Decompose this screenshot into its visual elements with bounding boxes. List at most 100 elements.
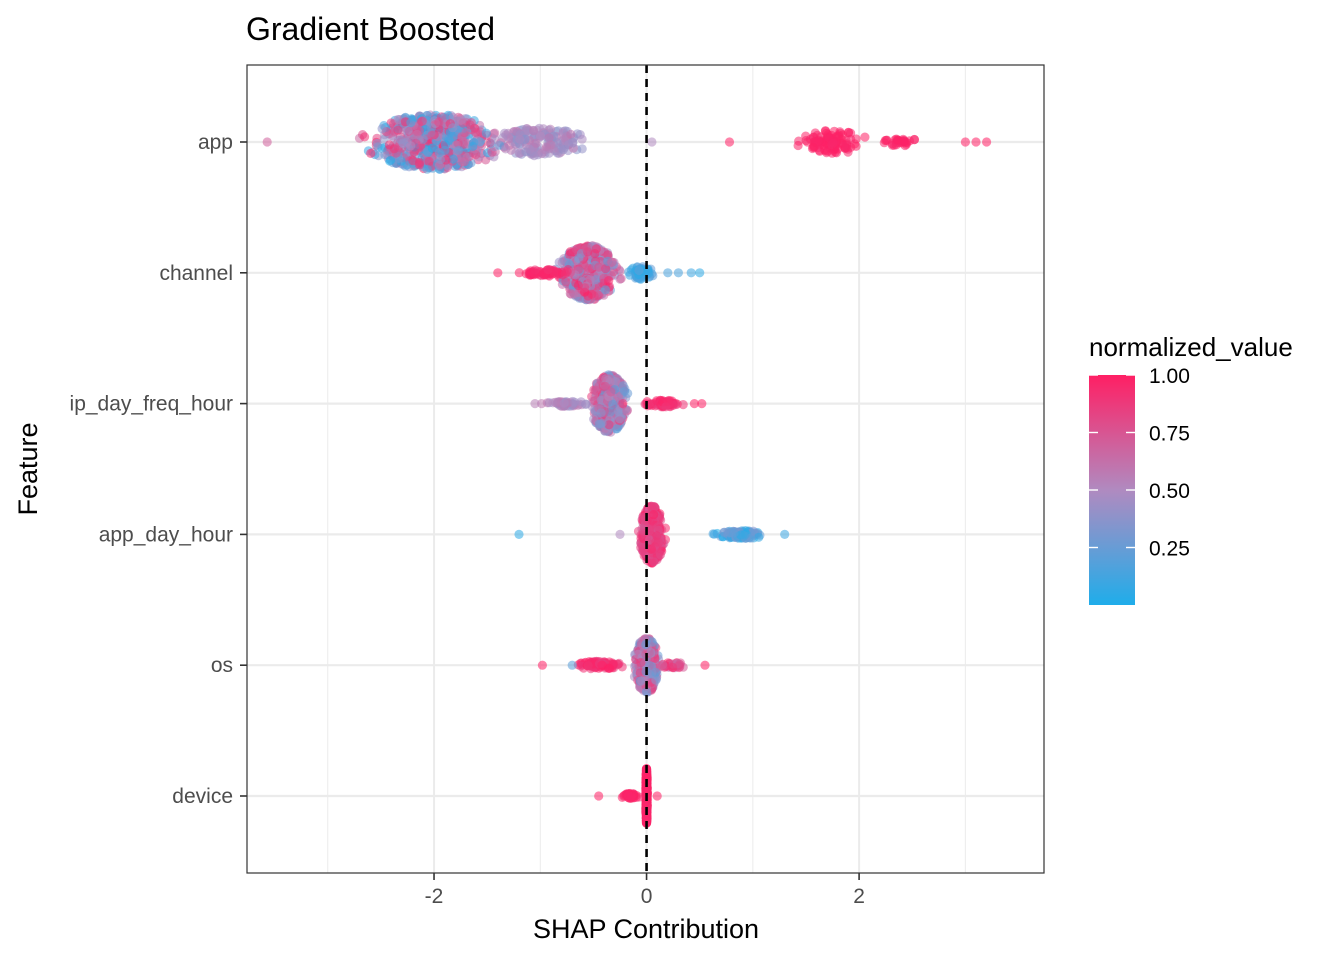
data-point-os [646, 648, 656, 658]
data-point-app [808, 142, 818, 152]
data-point-app [832, 131, 843, 142]
data-point-channel [581, 243, 591, 253]
data-point-ip_day_freq_hour [596, 419, 606, 429]
data-point-ip_day_freq_hour [570, 397, 580, 407]
data-point-channel [554, 257, 564, 267]
data-point-app [434, 117, 444, 127]
data-point-app_day_hour [739, 531, 749, 541]
data-point-app [577, 134, 587, 144]
data-point-app [406, 118, 416, 128]
data-point-app_day_hour [615, 529, 625, 540]
data-point-app_day_hour [746, 533, 756, 543]
data-point-os [576, 661, 586, 671]
data-point-ip_day_freq_hour [604, 420, 614, 430]
data-point-app [449, 132, 459, 142]
data-point-device [642, 798, 652, 808]
legend-title: normalized_value [1089, 332, 1293, 362]
data-point-channel [574, 253, 584, 263]
data-point-app [262, 137, 272, 147]
data-point-app [406, 141, 416, 151]
y-axis-title: Feature [13, 422, 43, 515]
data-point-app [422, 164, 432, 174]
data-point-ip_day_freq_hour [613, 406, 624, 416]
legend-label: 0.25 [1149, 538, 1190, 561]
data-point-app_day_hour [646, 544, 657, 554]
data-point-channel [565, 289, 575, 299]
data-point-ip_day_freq_hour [618, 398, 628, 409]
data-point-ip_day_freq_hour [550, 397, 560, 407]
data-point-ip_day_freq_hour [652, 396, 662, 406]
data-point-app [471, 127, 481, 137]
points-layer [262, 110, 992, 828]
legend-ticks: 0.25 0.50 0.75 1.00 [1089, 365, 1190, 561]
data-point-os [641, 687, 652, 697]
data-point-channel [580, 283, 590, 293]
data-point-app [417, 116, 427, 126]
data-point-app [475, 137, 485, 147]
data-point-channel [695, 268, 705, 278]
data-point-app [544, 133, 554, 143]
data-point-app [468, 141, 478, 151]
data-point-app [393, 114, 403, 125]
data-point-ip_day_freq_hour [689, 399, 700, 409]
data-point-os [667, 662, 678, 673]
y-tick-label: app [198, 131, 233, 154]
data-point-app [898, 137, 909, 147]
panel-border [246, 64, 1045, 874]
legend-label: 0.75 [1149, 423, 1190, 446]
data-point-channel [584, 263, 594, 274]
data-point-channel [663, 268, 673, 278]
data-point-ip_day_freq_hour [590, 385, 600, 395]
y-tick-label: app_day_hour [99, 523, 233, 546]
data-point-os [567, 660, 577, 670]
data-point-app [415, 160, 425, 170]
data-point-os [633, 649, 643, 660]
data-point-ip_day_freq_hour [697, 399, 707, 409]
y-axis: app channel ip_day_freq_hour app_day_houros… [70, 131, 247, 808]
data-point-app_day_hour [649, 509, 659, 520]
data-point-channel [525, 268, 536, 278]
data-point-app [384, 140, 394, 150]
data-point-app_day_hour [780, 529, 790, 540]
data-point-channel [616, 274, 626, 284]
data-point-app [412, 129, 422, 139]
x-axis-title: SHAP Contribution [533, 914, 759, 944]
y-tick-label: channel [159, 262, 233, 285]
data-point-ip_day_freq_hour [601, 374, 611, 384]
data-point-os [597, 660, 607, 670]
data-point-app [490, 128, 500, 138]
data-point-app [515, 134, 525, 144]
data-point-os [658, 660, 668, 670]
data-point-app [490, 134, 500, 145]
data-point-ip_day_freq_hour [610, 377, 621, 387]
data-point-app_day_hour [709, 529, 720, 539]
data-point-app [909, 135, 920, 145]
data-point-app [377, 124, 387, 134]
data-point-app [982, 137, 992, 147]
data-point-os [583, 660, 593, 671]
data-point-ip_day_freq_hour [608, 399, 618, 410]
x-tick-label: 2 [853, 885, 865, 908]
data-point-os [537, 660, 548, 670]
data-point-app [529, 126, 539, 136]
data-point-device [652, 791, 662, 801]
data-point-channel [594, 262, 604, 272]
data-point-app [541, 142, 552, 152]
data-point-channel [673, 268, 684, 278]
data-point-app_day_hour [649, 557, 659, 567]
data-point-app [360, 132, 370, 142]
data-point-app [427, 130, 437, 140]
data-point-app [498, 133, 508, 143]
data-point-channel [607, 257, 617, 267]
data-point-app [525, 144, 535, 154]
data-point-channel [591, 244, 601, 254]
data-point-app [366, 148, 376, 158]
data-point-device [642, 813, 652, 823]
data-point-app [846, 134, 856, 144]
data-point-app [372, 138, 382, 149]
chart-title: Gradient Boosted [246, 11, 495, 47]
data-point-ip_day_freq_hour [663, 396, 673, 406]
data-point-ip_day_freq_hour [596, 408, 606, 418]
data-point-app [448, 154, 458, 164]
